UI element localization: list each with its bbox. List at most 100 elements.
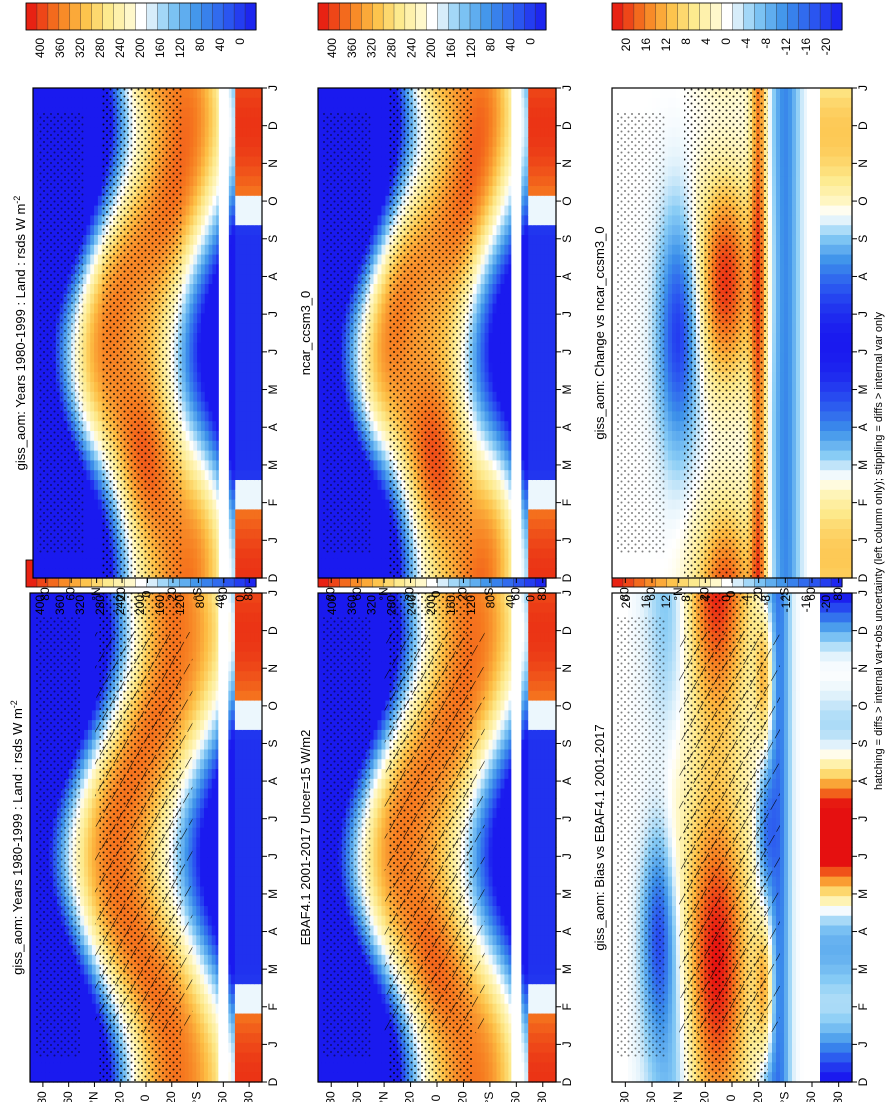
heat-cell bbox=[33, 235, 38, 246]
heat-cell bbox=[234, 935, 240, 946]
heat-cell bbox=[258, 739, 263, 751]
heat-cell bbox=[215, 905, 221, 917]
heat-cell bbox=[90, 333, 95, 344]
heat-cell bbox=[97, 529, 103, 540]
heat-cell bbox=[231, 993, 236, 1005]
heat-cell bbox=[41, 593, 47, 604]
heat-cell bbox=[33, 156, 38, 167]
heat-cell bbox=[88, 827, 93, 839]
heat-cell bbox=[91, 1072, 97, 1083]
heat-cell bbox=[250, 866, 255, 878]
heat-cell bbox=[234, 759, 240, 770]
heat-cell bbox=[234, 847, 240, 858]
heat-cell bbox=[200, 876, 205, 887]
heat-cell bbox=[234, 1023, 240, 1034]
heat-cell bbox=[82, 225, 88, 236]
heat-cell bbox=[246, 1003, 251, 1015]
month-tick-label: O bbox=[266, 701, 280, 710]
heat-cell bbox=[231, 710, 236, 721]
heat-cell bbox=[211, 602, 217, 614]
heat-cell bbox=[80, 1033, 85, 1044]
heat-cell bbox=[30, 661, 35, 672]
heat-cell bbox=[80, 749, 85, 760]
heat-cell bbox=[227, 1023, 232, 1034]
heat-cell bbox=[80, 681, 85, 692]
heat-cell bbox=[234, 798, 240, 809]
heat-cell bbox=[82, 107, 88, 118]
heat-cell bbox=[200, 993, 205, 1005]
heat-cell bbox=[91, 847, 97, 858]
heat-cell bbox=[200, 857, 205, 868]
heat-cell bbox=[196, 749, 201, 760]
heat-cell bbox=[231, 622, 236, 633]
heat-cell bbox=[258, 1033, 263, 1044]
heat-cell bbox=[90, 499, 95, 510]
heat-cell bbox=[84, 788, 89, 799]
heat-cell bbox=[91, 778, 97, 790]
heat-cell bbox=[227, 837, 232, 848]
heat-cell bbox=[258, 886, 263, 897]
heat-cell bbox=[192, 866, 197, 878]
heat-cell bbox=[234, 778, 240, 790]
month-tick-label: S bbox=[266, 739, 280, 747]
heat-cell bbox=[90, 431, 95, 442]
heat-cell bbox=[254, 974, 259, 985]
heat-cell bbox=[97, 352, 103, 363]
heat-cell bbox=[80, 1042, 85, 1054]
heat-cell bbox=[231, 837, 236, 848]
heat-cell bbox=[192, 808, 197, 819]
heat-cell bbox=[258, 612, 263, 623]
heat-cell bbox=[90, 558, 95, 569]
heat-cell bbox=[33, 372, 38, 383]
heat-cell bbox=[250, 759, 255, 770]
gap-band bbox=[218, 593, 229, 1082]
heat-cell bbox=[238, 945, 244, 956]
heat-cell bbox=[80, 857, 85, 868]
heat-cell bbox=[94, 362, 99, 373]
heat-cell bbox=[192, 827, 197, 839]
colorbar-tick-label: 280 bbox=[93, 595, 107, 615]
heat-cell bbox=[200, 817, 205, 829]
heat-cell bbox=[84, 993, 89, 1005]
heat-cell bbox=[250, 729, 255, 741]
heat-cell bbox=[94, 137, 99, 148]
heat-cell bbox=[48, 548, 53, 559]
heat-cell bbox=[94, 558, 99, 569]
heat-cell bbox=[238, 1052, 244, 1064]
heat-cell bbox=[234, 710, 240, 721]
heat-cell bbox=[246, 905, 251, 917]
heat-cell bbox=[231, 876, 236, 887]
heat-cell bbox=[97, 411, 103, 422]
heat-cell bbox=[90, 352, 95, 363]
heat-cell bbox=[242, 661, 248, 672]
heat-cell bbox=[90, 264, 95, 275]
heat-cell bbox=[207, 905, 213, 917]
heat-cell bbox=[207, 857, 213, 868]
heat-cell bbox=[88, 710, 93, 721]
heat-cell bbox=[204, 798, 209, 809]
heat-cell bbox=[95, 622, 101, 633]
heat-cell bbox=[97, 176, 103, 187]
heat-cell bbox=[180, 602, 186, 614]
heat-cell bbox=[94, 440, 99, 452]
heat-cell bbox=[196, 769, 201, 780]
heat-cell bbox=[200, 720, 205, 731]
heat-cell bbox=[234, 593, 240, 604]
heat-cell bbox=[211, 671, 217, 682]
heat-cell bbox=[231, 1042, 236, 1054]
heat-cell bbox=[94, 431, 99, 442]
stippling-overlay bbox=[34, 617, 82, 1058]
heat-cell bbox=[234, 817, 240, 829]
heat-cell bbox=[242, 612, 248, 623]
heat-cell bbox=[30, 700, 35, 711]
heat-cell bbox=[180, 1033, 186, 1044]
heat-cell bbox=[254, 993, 259, 1005]
heat-cell bbox=[88, 641, 93, 653]
heat-cell bbox=[204, 1052, 209, 1064]
heat-cell bbox=[250, 651, 255, 663]
heat-cell bbox=[91, 974, 97, 985]
heat-cell bbox=[60, 593, 66, 604]
heat-cell bbox=[234, 632, 240, 643]
heat-cell bbox=[30, 681, 35, 692]
heat-cell bbox=[82, 548, 88, 559]
